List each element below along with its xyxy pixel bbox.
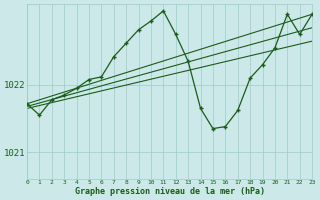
X-axis label: Graphe pression niveau de la mer (hPa): Graphe pression niveau de la mer (hPa) — [75, 187, 265, 196]
